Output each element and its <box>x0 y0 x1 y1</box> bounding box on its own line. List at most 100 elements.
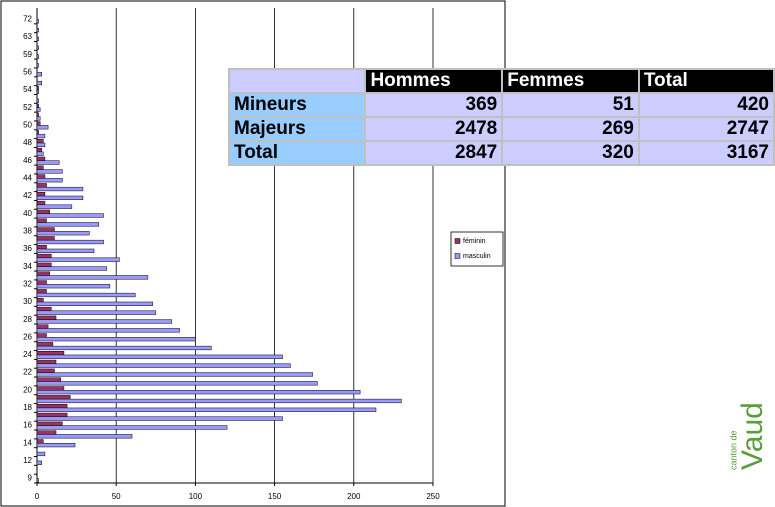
bar <box>36 222 100 227</box>
bar <box>36 169 63 174</box>
bar <box>36 342 54 347</box>
bar <box>36 121 41 126</box>
x-tick-label: 200 <box>347 492 361 501</box>
corner-cell <box>227 68 367 94</box>
bar <box>36 236 55 241</box>
bar <box>36 275 149 280</box>
bar <box>36 139 44 144</box>
y-tick-label: 63 <box>23 32 32 41</box>
bar <box>36 395 71 400</box>
bar <box>36 421 63 426</box>
y-tick-label: 42 <box>23 191 32 200</box>
bar <box>36 195 84 200</box>
cell: 320 <box>501 140 640 166</box>
cell: 51 <box>501 92 640 118</box>
bar <box>36 178 63 183</box>
bar <box>36 412 68 418</box>
x-tick-label: 0 <box>35 492 40 501</box>
bar <box>36 130 39 135</box>
bar <box>36 54 39 59</box>
bar <box>36 372 313 377</box>
bar <box>36 390 361 395</box>
bar <box>36 174 46 179</box>
bar <box>36 231 90 236</box>
bar <box>36 213 104 218</box>
table-header: Hommes Femmes Total <box>227 68 775 94</box>
bar <box>36 218 47 223</box>
bar <box>36 19 39 24</box>
table-row: Total 2847 320 3167 <box>227 140 775 166</box>
logo-small: canton de <box>728 430 738 470</box>
bar <box>36 266 107 271</box>
bar <box>36 386 65 391</box>
header-cell: Total <box>637 68 775 94</box>
bar <box>36 351 65 356</box>
bar <box>36 186 84 192</box>
cell: 2478 <box>364 116 504 142</box>
bar <box>36 107 41 112</box>
bar <box>36 306 52 312</box>
bar <box>36 239 104 245</box>
bar <box>36 368 55 373</box>
bar <box>36 116 41 121</box>
bar <box>36 416 283 421</box>
bar <box>36 36 39 42</box>
bar <box>36 425 228 430</box>
bar <box>36 103 39 108</box>
bar <box>36 227 55 232</box>
bar <box>36 345 212 351</box>
bar <box>36 257 120 262</box>
bar <box>36 359 57 365</box>
header-cell: Hommes <box>364 68 504 94</box>
bar <box>36 430 57 435</box>
bar <box>36 63 39 68</box>
legend-box <box>450 231 504 267</box>
cell: 369 <box>364 92 504 118</box>
bar <box>36 200 46 206</box>
y-tick-label: 34 <box>23 262 32 271</box>
bar <box>36 156 46 161</box>
bar <box>36 204 73 209</box>
bar <box>36 478 39 483</box>
bar <box>36 284 111 289</box>
y-tick-label: 40 <box>23 209 32 218</box>
bar <box>36 315 57 320</box>
bar <box>36 298 44 303</box>
x-tick-label: 50 <box>112 492 121 501</box>
cell: 2747 <box>637 116 775 142</box>
bar <box>36 301 153 306</box>
legend-label: féminin <box>463 238 486 245</box>
bar <box>36 45 39 50</box>
header-cell: Femmes <box>501 68 640 94</box>
cell: 420 <box>637 92 775 118</box>
legend-swatch <box>454 238 461 244</box>
bar <box>36 398 402 404</box>
bar <box>36 262 52 267</box>
bar <box>36 133 46 139</box>
bar <box>36 125 49 130</box>
bar <box>36 98 39 103</box>
bar <box>36 27 39 33</box>
y-tick-label: 72 <box>23 15 32 24</box>
bar <box>36 151 44 156</box>
bar <box>36 160 60 165</box>
row-label: Total <box>227 140 367 166</box>
cell: 269 <box>501 116 640 142</box>
y-tick-label: 18 <box>23 403 32 412</box>
bar <box>36 89 39 95</box>
logo: canton de Vaud <box>728 402 769 470</box>
y-tick-label: 54 <box>23 85 32 94</box>
y-tick-label: 50 <box>23 120 32 129</box>
legend-label: masculin <box>463 253 491 260</box>
bar <box>36 319 172 324</box>
bar <box>36 443 76 448</box>
bar <box>36 147 43 153</box>
y-tick-label: 14 <box>23 438 32 447</box>
summary-table: Hommes Femmes Total Mineurs 369 51 420 M… <box>227 68 775 166</box>
bar <box>36 381 318 386</box>
y-tick-label: 26 <box>23 332 32 341</box>
y-tick-label: 56 <box>23 68 32 77</box>
y-tick-label: 52 <box>23 103 32 112</box>
bar <box>36 289 47 294</box>
